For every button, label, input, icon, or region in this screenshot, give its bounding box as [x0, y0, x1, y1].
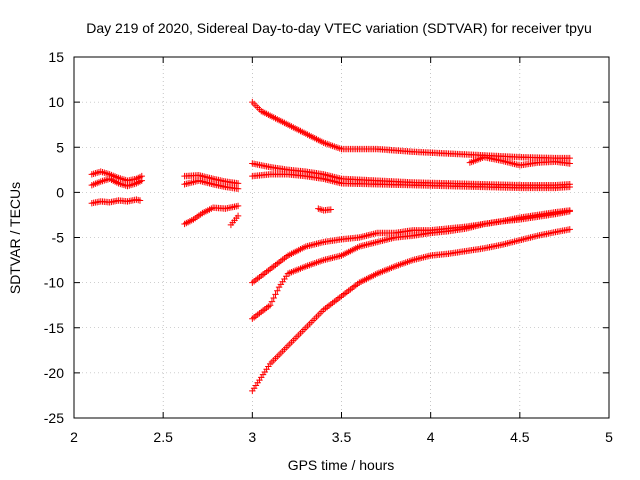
y-axis-label: SDTVAR / TECUs — [7, 182, 23, 294]
y-tick-label: 0 — [56, 184, 64, 200]
series-sat-g — [466, 153, 573, 169]
data-point — [566, 160, 573, 167]
series-sat-h — [315, 205, 334, 214]
series-sat-j — [249, 207, 573, 322]
x-tick-label: 5 — [605, 429, 613, 445]
series-sat-i — [249, 208, 573, 286]
y-tick-label: -5 — [52, 230, 65, 246]
series-arc-b1 — [181, 172, 242, 187]
data-point — [566, 226, 573, 233]
series-sat-d — [249, 98, 573, 162]
plot-frame — [73, 56, 610, 419]
y-tick-label: 15 — [48, 49, 64, 65]
y-tick-label: -15 — [44, 320, 64, 336]
data-point — [234, 202, 242, 210]
data-point — [274, 287, 281, 294]
y-tick-label: -10 — [44, 275, 64, 291]
x-tick-label: 4.5 — [510, 429, 530, 445]
series-arc-a2 — [88, 175, 145, 190]
data-point — [234, 185, 242, 192]
data-point — [138, 177, 145, 184]
data-point — [136, 197, 144, 204]
data-point — [327, 206, 334, 213]
data-point — [566, 154, 573, 162]
y-tick-label: 10 — [48, 94, 64, 110]
y-tick-label: -20 — [44, 365, 64, 381]
data-point — [270, 294, 277, 302]
x-tick-label: 2 — [70, 429, 78, 445]
data-point — [234, 212, 242, 220]
chart-title: Day 219 of 2020, Sidereal Day-to-day VTE… — [86, 20, 592, 36]
data-point — [266, 301, 274, 309]
data-points — [88, 98, 573, 395]
y-tick-label: -25 — [44, 410, 64, 426]
y-axis-ticks: -25 -20 -15 -10 -5 0 5 10 15 — [44, 49, 609, 426]
data-point — [268, 298, 276, 305]
x-tick-label: 2.5 — [153, 429, 173, 445]
series-sat-k — [249, 226, 573, 395]
x-axis-ticks: 2 2.5 3 3.5 4 4.5 5 — [70, 57, 613, 445]
data-point — [566, 207, 573, 214]
x-tick-label: 4 — [427, 429, 435, 445]
series-arc-b2 — [181, 177, 242, 192]
series-arc-b3 — [181, 202, 242, 228]
x-tick-label: 3.5 — [332, 429, 352, 445]
data-point — [566, 183, 573, 191]
x-tick-label: 3 — [248, 429, 256, 445]
series-arc-b4 — [227, 212, 242, 229]
series-sat-f — [249, 171, 573, 192]
y-tick-label: 5 — [56, 139, 64, 155]
x-axis-label: GPS time / hours — [288, 457, 395, 473]
data-point — [234, 180, 242, 187]
series-arc-a3 — [88, 196, 144, 207]
data-point — [272, 291, 279, 298]
